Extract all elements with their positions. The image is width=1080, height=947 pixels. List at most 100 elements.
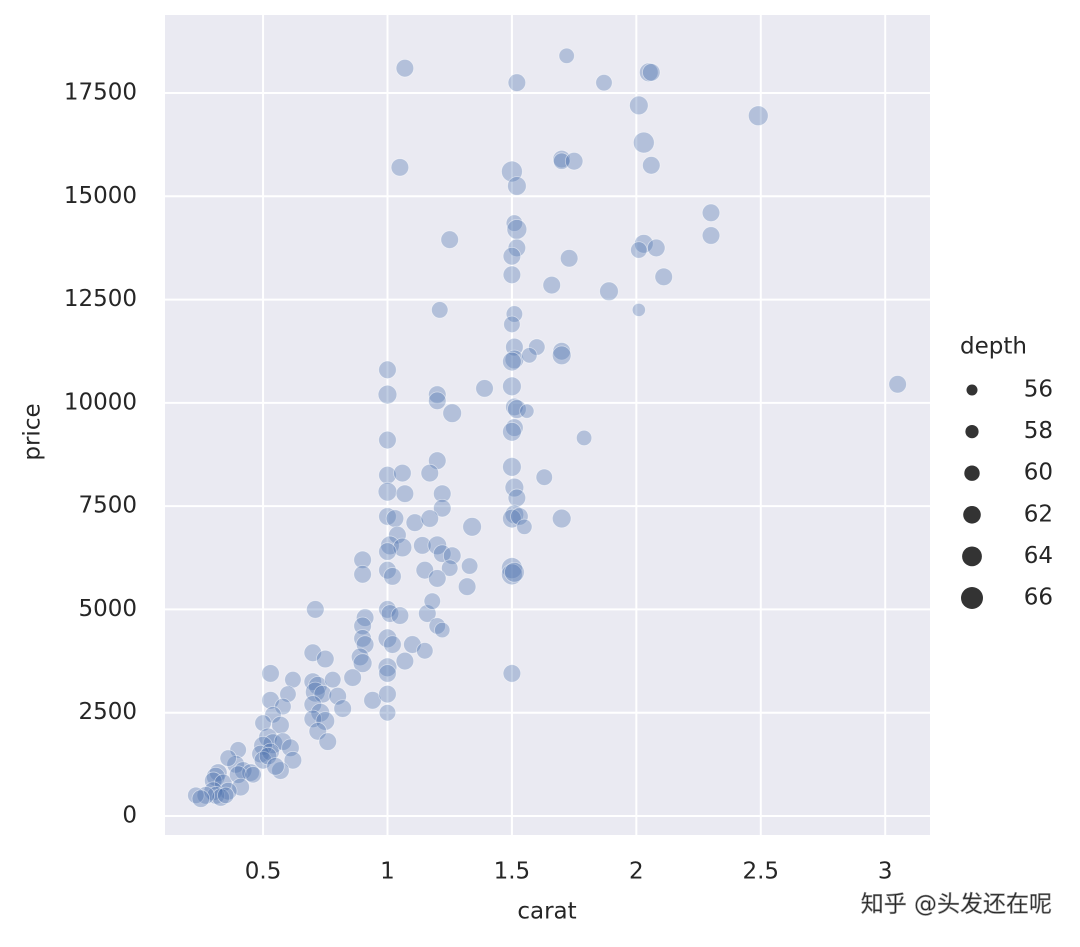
scatter-point (505, 214, 524, 232)
scatter-point (196, 786, 216, 805)
scatter-point (632, 131, 655, 154)
scatter-point (747, 105, 769, 127)
scatter-point (281, 738, 300, 758)
scatter-point (442, 403, 462, 423)
watermark: 知乎 @头发还在呢 (861, 892, 1052, 918)
scatter-point (504, 561, 525, 583)
scatter-point (283, 751, 303, 770)
y-tick-label: 0 (122, 802, 137, 828)
scatter-point (428, 617, 446, 635)
scatter-point (315, 711, 336, 731)
scatter-point (552, 149, 571, 169)
legend-label: 60 (1024, 460, 1053, 486)
scatter-point (228, 765, 248, 784)
scatter-point (350, 647, 370, 667)
legend-marker (966, 384, 978, 396)
scatter-point (510, 507, 529, 526)
scatter-point (502, 457, 522, 477)
scatter-point (647, 238, 666, 258)
scatter-point (271, 715, 290, 735)
y-tick-label: 2500 (78, 699, 137, 725)
legend-title: depth (960, 334, 1027, 360)
scatter-point (516, 518, 533, 535)
scatter-point (206, 786, 225, 805)
x-tick-label: 1 (380, 859, 395, 885)
scatter-point (273, 732, 293, 751)
scatter-point (433, 484, 452, 503)
scatter-point (313, 684, 332, 704)
scatter-point (219, 749, 237, 767)
legend-marker (964, 465, 980, 481)
scatter-point (505, 418, 524, 437)
scatter-point (642, 156, 661, 175)
x-tick-label: 2.5 (742, 859, 779, 885)
scatter-point (377, 628, 398, 649)
scatter-point (413, 536, 432, 555)
scatter-point (542, 275, 561, 295)
scatter-point (395, 59, 415, 78)
legend-label: 66 (1024, 585, 1053, 611)
scatter-point (507, 399, 527, 419)
scatter-point (378, 684, 397, 704)
scatter-point (507, 73, 527, 92)
y-tick-label: 12500 (64, 286, 137, 312)
scatter-point (420, 509, 439, 528)
scatter-point (502, 508, 522, 529)
scatter-point (324, 671, 342, 689)
scatter-point (390, 158, 410, 177)
scatter-point (316, 649, 335, 669)
scatter-point (191, 789, 211, 808)
scatter-point (501, 563, 523, 586)
scatter-point (551, 508, 572, 529)
scatter-point (378, 704, 397, 722)
scatter-point (390, 606, 410, 625)
scatter-point (507, 488, 527, 508)
scatter-point (701, 203, 721, 223)
scatter-point (629, 95, 649, 116)
x-tick-label: 1.5 (494, 859, 531, 885)
scatter-point (519, 403, 535, 419)
scatter-point (395, 651, 415, 671)
scatter-point (388, 525, 407, 545)
scatter-point (378, 560, 397, 580)
scatter-point (353, 565, 372, 584)
scatter-point (502, 265, 522, 284)
scatter-point (241, 763, 260, 782)
scatter-point (378, 360, 397, 380)
scatter-point (595, 74, 613, 92)
legend-marker (962, 546, 982, 567)
scatter-point (507, 176, 527, 196)
scatter-point (333, 699, 352, 718)
scatter-point (217, 786, 235, 804)
scatter-point (244, 766, 262, 784)
scatter-point (261, 664, 280, 683)
scatter-point (521, 347, 538, 364)
scatter-point (395, 484, 415, 503)
scatter-point (558, 47, 575, 64)
scatter-point (502, 376, 522, 397)
scatter-point (427, 535, 448, 556)
legend-label: 64 (1024, 543, 1053, 569)
scatter-point (428, 569, 447, 588)
legend-marker (963, 506, 981, 524)
scatter-point (405, 513, 425, 532)
scatter-point (551, 345, 572, 366)
scatter-point (475, 379, 494, 398)
scatter-point (502, 664, 522, 683)
y-tick-label: 15000 (64, 183, 137, 209)
scatter-point (352, 653, 373, 673)
legend-label: 56 (1024, 377, 1053, 403)
x-tick-label: 3 (878, 859, 893, 885)
scatter-point (378, 507, 397, 526)
scatter-point (254, 714, 272, 732)
y-tick-label: 17500 (64, 80, 137, 106)
scatter-point (462, 517, 482, 537)
scatter-point (428, 391, 447, 410)
scatter-point (303, 695, 323, 714)
scatter-point (385, 509, 405, 528)
x-tick-label: 2 (629, 859, 644, 885)
scatter-point (303, 709, 323, 729)
scatter-point (631, 302, 646, 317)
scatter-point (431, 301, 449, 319)
scatter-point (654, 267, 673, 287)
